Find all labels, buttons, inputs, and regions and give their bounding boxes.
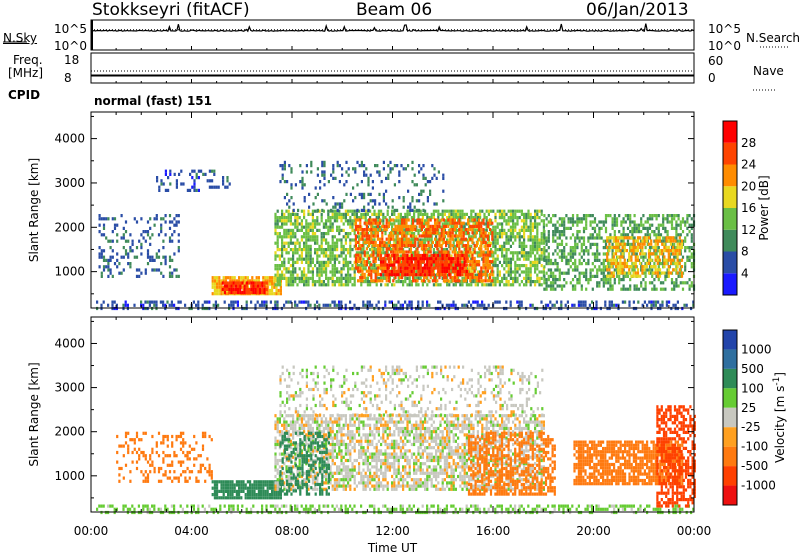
nsky-tick-top: 10^5 xyxy=(54,22,87,36)
panel-2-ytick-1: 2000 xyxy=(54,425,85,439)
velocity-colorbar-segment xyxy=(723,446,737,467)
power-colorbar-tick-6: 28 xyxy=(741,136,756,150)
power-colorbar-segment xyxy=(723,142,737,165)
xtick-label-1: 04:00 xyxy=(174,524,209,538)
velocity-colorbar-tick-2: 100 xyxy=(741,381,764,395)
panel-1-ytick-1: 2000 xyxy=(54,220,85,234)
xtick-label-3: 12:00 xyxy=(375,524,410,538)
cpid-text: normal (fast) 151 xyxy=(94,94,212,108)
velocity-colorbar-segment xyxy=(723,330,737,350)
panel-1-cells xyxy=(96,160,696,311)
freq-tick-top: 18 xyxy=(64,53,80,67)
panel-2-ytick-2: 3000 xyxy=(54,381,85,395)
date-title: 06/Jan/2013 xyxy=(586,0,689,20)
velocity-colorbar-segment xyxy=(723,388,737,408)
panel-2-ytick-0: 1000 xyxy=(54,469,85,483)
power-colorbar-segment xyxy=(723,186,737,208)
power-colorbar-segment xyxy=(723,229,737,252)
velocity-colorbar-segment xyxy=(723,368,737,389)
velocity-colorbar-segment xyxy=(723,407,737,428)
velocity-colorbar-label: Velocity [m s-1] xyxy=(772,372,787,463)
power-colorbar-tick-2: 12 xyxy=(741,223,756,237)
velocity-colorbar-segment xyxy=(723,485,737,505)
velocity-colorbar-tick-1: 500 xyxy=(741,362,764,376)
xtick-label-4: 16:00 xyxy=(476,524,511,538)
cpid-label: CPID xyxy=(8,88,41,102)
panel-1-ylabel: Slant Range [km] xyxy=(27,158,41,262)
xtick-label-5: 20:00 xyxy=(576,524,611,538)
station-title: Stokkseyri (fitACF) xyxy=(92,0,250,20)
freq-label: Freq. xyxy=(13,53,43,67)
power-colorbar-tick-4: 20 xyxy=(741,179,756,193)
velocity-colorbar-tick-5: -100 xyxy=(741,440,768,454)
power-colorbar-label: Power [dB] xyxy=(757,175,771,240)
nsearch-tick-bottom: 10^0 xyxy=(708,39,741,53)
power-colorbar-tick-5: 24 xyxy=(741,158,756,172)
nsearch-tick-top: 10^5 xyxy=(708,22,741,36)
nave-label: Nave xyxy=(753,64,784,78)
power-colorbar-segment xyxy=(723,208,737,230)
power-colorbar-segment xyxy=(723,273,737,295)
velocity-colorbar-frame xyxy=(722,329,738,506)
velocity-colorbar-tick-4: -25 xyxy=(741,420,761,434)
freq-units-label: [MHz] xyxy=(8,66,44,80)
nsky-tick-bottom: 10^0 xyxy=(54,39,87,53)
velocity-colorbar-tick-6: -500 xyxy=(741,459,768,473)
freq-strip-frame xyxy=(90,52,695,84)
nsky-series-line xyxy=(90,23,695,33)
power-colorbar-frame xyxy=(722,120,738,296)
xtick-label-0: 00:00 xyxy=(74,524,109,538)
power-colorbar-segment xyxy=(723,164,737,187)
power-colorbar-tick-3: 16 xyxy=(741,201,756,215)
nsearch-label: N.Search xyxy=(746,31,800,45)
velocity-colorbar-segment xyxy=(723,466,737,486)
freq-tick-bottom: 8 xyxy=(64,71,72,85)
panel-2-ylabel: Slant Range [km] xyxy=(27,362,41,466)
nsky-strip-frame xyxy=(90,19,695,51)
nsky-label: N.Sky xyxy=(3,31,38,45)
panel-1-ytick-3: 4000 xyxy=(54,132,85,146)
panel-1-ytick-2: 3000 xyxy=(54,176,85,190)
velocity-colorbar-tick-0: 1000 xyxy=(741,342,772,356)
panel-2-ytick-3: 4000 xyxy=(54,336,85,350)
velocity-colorbar-tick-3: 25 xyxy=(741,401,756,415)
velocity-colorbar-tick-7: -1000 xyxy=(741,479,776,493)
power-colorbar-segment xyxy=(723,251,737,274)
velocity-colorbar-segment xyxy=(723,427,737,447)
xtick-label-6: 00:00 xyxy=(677,524,712,538)
power-colorbar-tick-0: 4 xyxy=(741,266,749,280)
x-axis-label: Time UT xyxy=(367,541,418,554)
panel-2-cells xyxy=(96,365,696,515)
nave-tick-top: 60 xyxy=(708,54,724,68)
beam-title: Beam 06 xyxy=(356,0,433,20)
power-colorbar-segment xyxy=(723,121,737,143)
nave-tick-bottom: 0 xyxy=(708,71,716,85)
velocity-colorbar-segment xyxy=(723,349,737,369)
panel-1-ytick-0: 1000 xyxy=(54,265,85,279)
power-colorbar-tick-1: 8 xyxy=(741,245,749,259)
xtick-label-2: 08:00 xyxy=(275,524,310,538)
